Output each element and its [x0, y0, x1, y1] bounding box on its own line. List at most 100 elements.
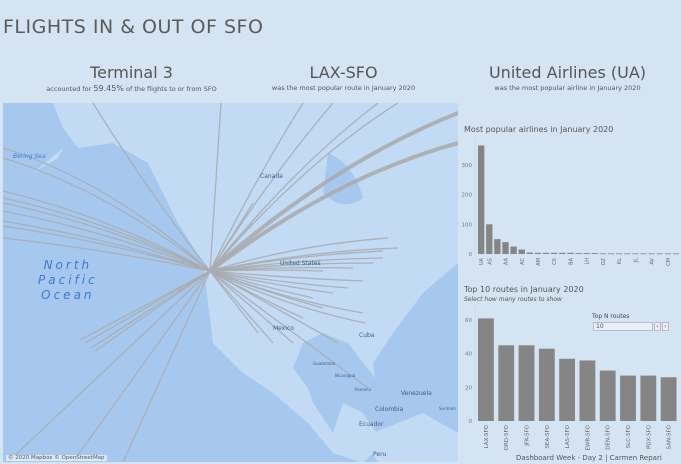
y-tick-label: 20 [465, 385, 472, 391]
route-line [3, 190, 211, 272]
route-line [209, 103, 222, 272]
y-tick-label: 200 [462, 193, 473, 199]
x-tick-label: AC [520, 257, 526, 264]
bar [575, 253, 582, 254]
route-line [208, 111, 458, 273]
route-line [209, 270, 366, 324]
route-line [209, 270, 339, 344]
map-label-ecuador: Ecuador [359, 421, 384, 428]
bar [559, 252, 566, 254]
route-line [3, 157, 211, 272]
kpi-sub-post: of the flights to or from SFO [123, 85, 217, 93]
top-n-next-button[interactable]: › [662, 322, 669, 331]
route-line [3, 197, 211, 272]
route-line [209, 270, 294, 344]
x-tick-label: LAX-SFO [484, 424, 490, 448]
x-tick-label: JL [633, 258, 639, 263]
map-canvas [3, 103, 458, 462]
map-label-suriname: Surinam [439, 406, 456, 411]
bar [510, 246, 517, 254]
x-tick-label: AS [487, 258, 493, 265]
kpi-airline: United Airlines (UA) was the most popula… [454, 63, 681, 92]
route-line [209, 270, 259, 334]
route-line [3, 202, 211, 272]
route-line [3, 210, 211, 272]
dashboard-title: FLIGHTS IN & OUT OF SFO [3, 16, 264, 38]
bar [599, 370, 616, 421]
bar [551, 252, 558, 254]
routes-chart-subtitle: Select how many routes to show [464, 296, 562, 303]
bar [518, 249, 525, 254]
routes-chart-title: Top 10 routes in January 2020 [464, 285, 584, 294]
bar [640, 375, 657, 421]
x-tick-label: PDX-SFO [646, 424, 652, 449]
y-tick-label: 40 [465, 352, 472, 358]
route-map[interactable]: Bering Sea Canada United States Mexico C… [3, 103, 458, 462]
route-line [209, 270, 334, 294]
bar [583, 253, 590, 254]
y-tick-label: 0 [469, 419, 473, 425]
route-line [209, 222, 254, 272]
kpi-sub-pre: accounted for [46, 85, 94, 93]
x-tick-label: UA [479, 257, 485, 265]
bar [486, 224, 493, 254]
route-line [3, 220, 211, 272]
x-tick-label: CM [666, 258, 672, 266]
map-label-guatemala: Guatemala [313, 361, 336, 366]
airlines-chart: 0 100 200 300 UA AS AA AC AM CX BA LH OZ KL JL AV CM [462, 136, 680, 266]
bar [620, 375, 636, 421]
cuba-land [353, 438, 398, 453]
map-label-colombia: Colombia [375, 406, 404, 413]
map-label-bering: Bering Sea [13, 153, 46, 160]
x-tick-label: OZ [601, 257, 607, 265]
x-tick-label: JFK-SFO [525, 424, 531, 446]
route-lines [3, 103, 458, 462]
bar [542, 252, 550, 254]
bar [599, 253, 607, 255]
route-line [3, 147, 211, 272]
route-line [209, 237, 389, 272]
y-tick-label: 300 [462, 163, 473, 169]
x-tick-label: EWR-SFO [585, 424, 591, 450]
bar [664, 253, 672, 255]
route-line [209, 270, 369, 389]
map-label-panama: Panama [355, 387, 372, 392]
bar [559, 358, 576, 421]
kpi-value: 59.45% [93, 84, 124, 93]
kpi-sub: was the most popular route in January 20… [271, 84, 416, 92]
ocean-line: Ocean [41, 288, 95, 302]
bar [591, 253, 599, 254]
map-label-venezuela: Venezuela [401, 390, 432, 397]
route-line [209, 270, 324, 309]
route-line [79, 270, 211, 341]
x-tick-label: AA [504, 257, 510, 265]
x-tick-label: AV [650, 257, 656, 264]
bar [624, 253, 631, 255]
route-line [84, 270, 211, 344]
map-label-mexico: Mexico [273, 325, 294, 332]
route-line [209, 270, 314, 299]
top-n-label: Top N routes [592, 313, 630, 320]
bar [502, 242, 509, 254]
route-line [94, 270, 211, 352]
route-line [209, 269, 324, 272]
bar [494, 239, 501, 254]
bar [648, 253, 655, 255]
kpi-headline: LAX-SFO [309, 63, 378, 82]
kpi-terminal: Terminal 3 accounted for 59.45% of the f… [18, 63, 245, 93]
map-label-us: United States [280, 260, 321, 267]
bar [640, 253, 647, 255]
map-label-cuba: Cuba [359, 332, 375, 339]
top-n-input[interactable]: 10 [593, 322, 653, 331]
top-n-prev-button[interactable]: ‹ [654, 322, 661, 331]
map-attribution[interactable]: © 2020 Mapbox © OpenStreetMap [6, 455, 107, 461]
ocean-line: Pacific [38, 273, 98, 287]
x-tick-label: AM [536, 258, 542, 266]
y-tick-label: 60 [465, 318, 472, 324]
bar [616, 253, 623, 255]
kpi-headline: Terminal 3 [90, 63, 173, 82]
route-line [209, 270, 364, 282]
bar [607, 253, 615, 255]
route-line [3, 225, 211, 272]
bar [478, 145, 485, 254]
